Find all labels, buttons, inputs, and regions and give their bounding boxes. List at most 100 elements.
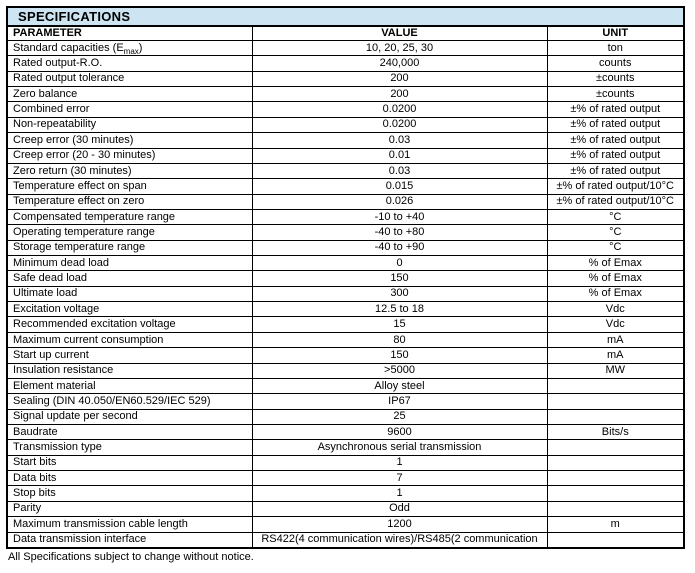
unit-cell: ±% of rated output/10°C [546,178,683,195]
column-header-unit: UNIT [546,26,683,41]
parameter-cell: Temperature effect on span [8,178,253,195]
parameter-cell: Start bits [8,454,253,472]
table-row: Data transmission interface RS422(4 commu… [8,531,683,548]
header-row: PARAMETER VALUE UNIT [8,26,683,41]
value-cell: 200 [251,70,548,88]
parameter-cell: Creep error (30 minutes) [8,132,253,149]
value-cell: 12.5 to 18 [251,301,548,318]
unit-cell: ±% of rated output/10°C [546,193,683,210]
table-row: Start bits 1 [8,454,683,472]
table-row: Temperature effect on zero 0.026 ±% of rat… [8,193,683,210]
unit-cell: counts [546,55,683,72]
parameter-cell: Safe dead load [8,270,253,287]
unit-cell: % of Emax [546,270,683,287]
unit-cell: Bits/s [546,423,683,441]
table-title: SPECIFICATIONS [8,8,683,26]
unit-cell: ton [546,39,683,57]
parameter-cell: Baudrate [8,423,253,441]
value-cell: IP67 [251,393,548,410]
value-cell: 0.03 [251,162,548,180]
table-row: Creep error (20 - 30 minutes) 0.01 ±% of r… [8,147,683,164]
value-cell: 240,000 [251,55,548,72]
value-cell: -40 to +90 [251,239,548,257]
table-row: Creep error (30 minutes) 0.03 ±% of rated … [8,132,683,149]
specifications-table-container: SPECIFICATIONS PARAMETER VALUE UNIT Stan… [6,6,685,550]
unit-cell: MW [546,362,683,379]
value-cell: 9600 [251,423,548,441]
unit-cell [546,408,683,425]
parameter-cell: Zero balance [8,86,253,103]
spec-table-header: PARAMETER VALUE UNIT [8,26,683,41]
value-cell: 15 [251,316,548,333]
table-row: Recommended excitation voltage 15 Vdc [8,316,683,333]
unit-cell: ±counts [546,70,683,88]
spec-table-body: Standard capacities (Emax) 10, 20, 25, 30… [8,39,683,548]
parameter-cell: Non-repeatability [8,116,253,134]
parameter-cell: Parity [8,500,253,518]
parameter-cell: Stop bits [8,485,253,502]
specifications-table: PARAMETER VALUE UNIT Standard capacities… [8,26,683,548]
table-row: Combined error 0.0200 ±% of rated output [8,101,683,118]
table-row: Storage temperature range -40 to +90 °C [8,239,683,257]
table-row: Data bits 7 [8,470,683,487]
table-row: Safe dead load 150% of Emax [8,270,683,287]
value-cell: 1 [251,454,548,472]
parameter-cell: Minimum dead load [8,255,253,272]
unit-cell: m [546,516,683,533]
value-cell: 0 [251,255,548,272]
value-cell: 1200 [251,516,548,533]
unit-cell: mA [546,347,683,364]
unit-cell: Vdc [546,301,683,318]
table-row: Maximum current consumption 80 mA [8,331,683,349]
value-cell: >5000 [251,362,548,379]
parameter-cell: Excitation voltage [8,301,253,318]
table-row: Stop bits 1 [8,485,683,502]
unit-cell [546,439,683,456]
unit-cell: % of Emax [546,285,683,303]
parameter-cell: Recommended excitation voltage [8,316,253,333]
unit-cell: ±% of rated output [546,101,683,118]
parameter-cell: Creep error (20 - 30 minutes) [8,147,253,164]
value-cell: Odd [251,500,548,518]
table-row: Temperature effect on span 0.015 ±% of rat… [8,178,683,195]
parameter-cell: Ultimate load [8,285,253,303]
unit-cell: % of Emax [546,255,683,272]
parameter-cell: Data bits [8,470,253,487]
column-header-value: VALUE [251,26,548,41]
parameter-cell: Element material [8,377,253,395]
table-row: Baudrate 9600 Bits/s [8,423,683,441]
table-row: Compensated temperature range -10 to +40 °… [8,208,683,226]
unit-cell [546,531,683,548]
table-row: Insulation resistance >5000 MW [8,362,683,379]
unit-cell: ±% of rated output [546,116,683,134]
table-row: Signal update per second 25 [8,408,683,425]
parameter-text: Standard capacities (E [13,41,124,54]
unit-cell [546,470,683,487]
unit-cell [546,377,683,395]
parameter-cell: Signal update per second [8,408,253,425]
parameter-cell: Compensated temperature range [8,208,253,226]
table-row: Start up current 150 mA [8,347,683,364]
parameter-text-end: ) [138,41,143,54]
value-cell: -10 to +40 [251,208,548,226]
table-row: Parity Odd [8,500,683,518]
parameter-cell: Data transmission interface [8,531,253,548]
table-row: Non-repeatability 0.0200 ±% of rated outpu… [8,116,683,134]
footnote-text: All Specifications subject to change wit… [8,551,254,563]
parameter-cell: Transmission type [8,439,253,456]
parameter-cell: Start up current [8,347,253,364]
unit-cell: Vdc [546,316,683,333]
value-cell: RS422(4 communication wires)/RS485(2 com… [251,531,548,548]
value-cell: 150 [251,270,548,287]
value-cell: Alloy steel [251,377,548,395]
unit-cell: ±counts [546,86,683,103]
value-cell: 0.026 [251,193,548,210]
table-row: Sealing (DIN 40.050/EN60.529/IEC 529) IP6… [8,393,683,410]
table-row: Transmission type Asynchronous serial tra… [8,439,683,456]
unit-cell [546,485,683,502]
value-cell: 300 [251,285,548,303]
unit-cell [546,454,683,472]
unit-cell: ±% of rated output [546,132,683,149]
value-cell: 7 [251,470,548,487]
